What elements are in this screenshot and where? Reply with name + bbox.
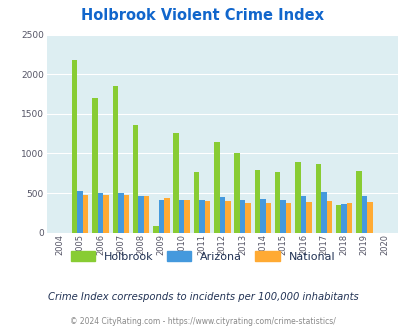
Bar (224, 201, 230, 233)
Bar (77, 191, 83, 233)
Bar (213, 142, 219, 233)
Bar (98, 193, 103, 233)
Bar (132, 125, 138, 233)
Bar (184, 200, 190, 233)
Bar (245, 203, 250, 233)
Bar (193, 172, 199, 233)
Bar (265, 203, 271, 233)
Bar (366, 202, 372, 233)
Legend: Holbrook, Arizona, National: Holbrook, Arizona, National (66, 247, 339, 267)
Bar (280, 200, 285, 233)
Bar (153, 225, 158, 233)
Bar (326, 201, 331, 233)
Bar (92, 98, 98, 233)
Bar (83, 195, 88, 233)
Bar (204, 201, 210, 233)
Bar (294, 162, 300, 233)
Text: © 2024 CityRating.com - https://www.cityrating.com/crime-statistics/: © 2024 CityRating.com - https://www.city… (70, 317, 335, 326)
Bar (234, 153, 239, 233)
Bar (346, 203, 352, 233)
Bar (123, 195, 129, 233)
Bar (164, 198, 169, 233)
Text: Crime Index corresponds to incidents per 100,000 inhabitants: Crime Index corresponds to incidents per… (47, 292, 358, 302)
Bar (118, 193, 123, 233)
Bar (179, 200, 184, 233)
Bar (103, 195, 109, 233)
Bar (300, 196, 305, 233)
Bar (320, 192, 326, 233)
Bar (199, 200, 204, 233)
Bar (341, 204, 346, 233)
Bar (254, 170, 260, 233)
Bar (355, 171, 361, 233)
Bar (219, 197, 224, 233)
Bar (138, 196, 143, 233)
Bar (239, 200, 245, 233)
Bar (305, 202, 311, 233)
Bar (285, 203, 291, 233)
Bar (361, 196, 366, 233)
Bar (274, 172, 280, 233)
Bar (173, 133, 179, 233)
Bar (260, 199, 265, 233)
Bar (335, 205, 341, 233)
Bar (158, 200, 164, 233)
Bar (315, 164, 320, 233)
Bar (112, 86, 118, 233)
Bar (143, 196, 149, 233)
Text: Holbrook Violent Crime Index: Holbrook Violent Crime Index (81, 8, 324, 23)
Bar (72, 60, 77, 233)
